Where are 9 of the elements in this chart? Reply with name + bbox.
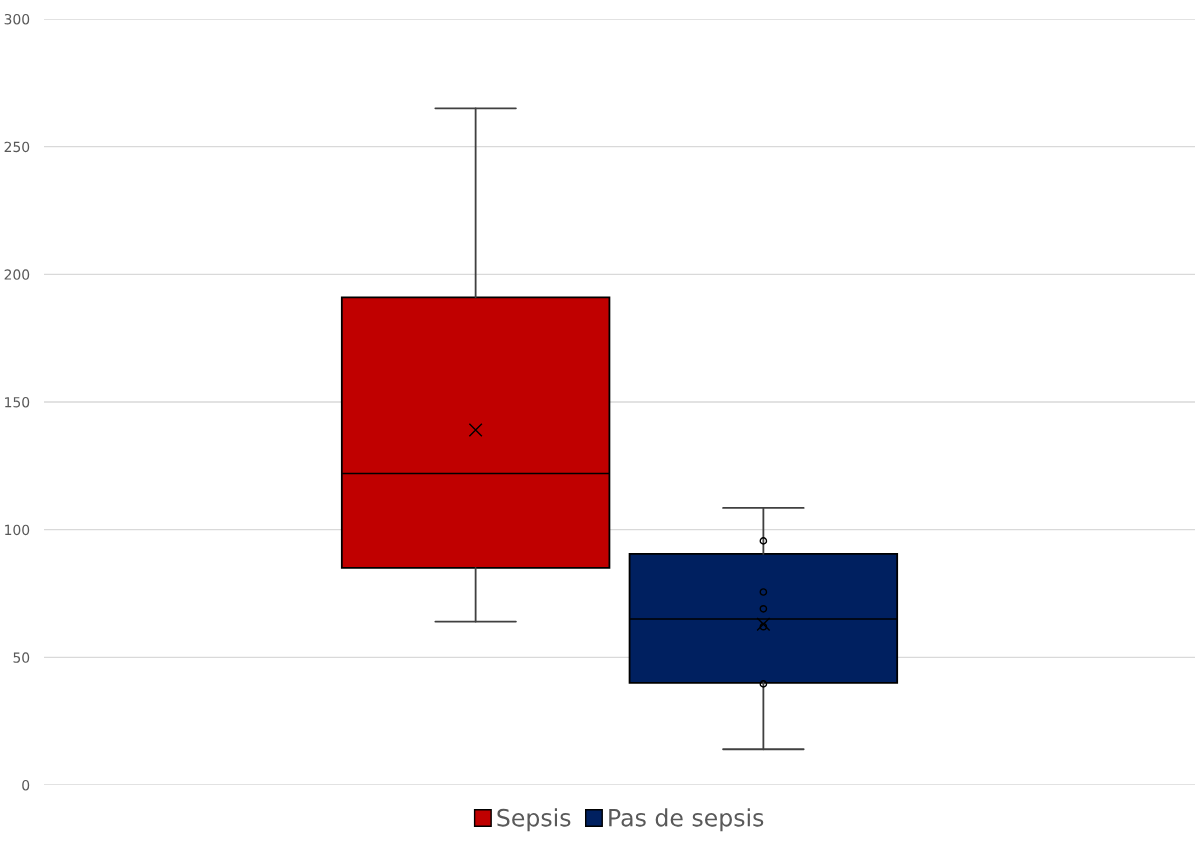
y-tick-label: 250 bbox=[4, 141, 30, 153]
y-tick-label: 50 bbox=[13, 652, 30, 663]
legend-label: Sepsis bbox=[497, 808, 571, 832]
y-tick-label: 100 bbox=[5, 524, 30, 536]
y-tick-label: 150 bbox=[5, 396, 30, 408]
legend-label: Pas de sepsis bbox=[609, 808, 764, 832]
y-tick-label: 200 bbox=[4, 269, 30, 280]
y-tick-label: 300 bbox=[4, 13, 30, 25]
y-tick-label: 0 bbox=[22, 779, 30, 791]
